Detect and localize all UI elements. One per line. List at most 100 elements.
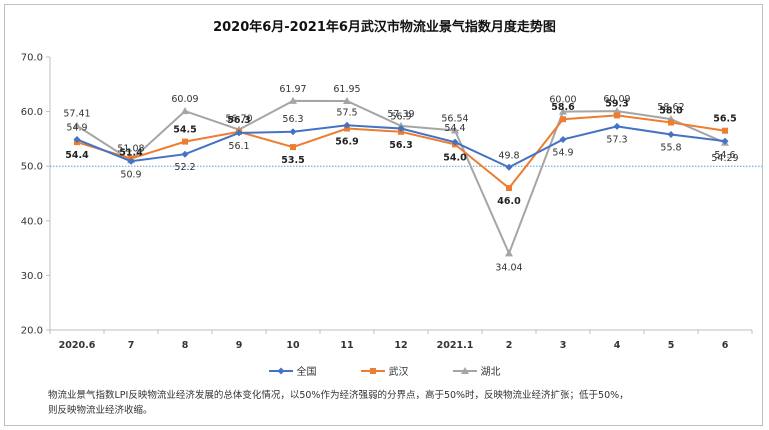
x-tick-label: 6 [722, 340, 729, 351]
data-label-武汉: 58.6 [551, 102, 575, 113]
legend-label: 全国 [296, 367, 317, 378]
data-label-武汉: 51.4 [119, 148, 143, 159]
data-label-湖北: 57.39 [387, 109, 414, 120]
data-label-武汉: 59.3 [605, 98, 628, 109]
y-tick-label: 40.0 [21, 216, 43, 227]
data-label-全国: 55.8 [660, 143, 681, 154]
x-tick-label: 3 [560, 340, 567, 351]
point-湖北 [451, 126, 459, 134]
data-label-武汉: 54.4 [65, 150, 89, 161]
footnote-line-1: 物流业景气指数LPI反映物流业经济发展的总体变化情况，以50%作为经济强弱的分界… [48, 390, 629, 401]
point-全国 [289, 128, 297, 136]
y-tick-label: 30.0 [21, 271, 43, 282]
data-label-武汉: 58.0 [659, 106, 683, 117]
point-湖北 [613, 107, 621, 115]
point-武汉 [668, 119, 674, 126]
chart-frame [4, 4, 763, 426]
data-label-湖北: 51.08 [117, 143, 144, 154]
data-label-武汉: 56.5 [713, 114, 736, 125]
point-全国 [235, 129, 243, 137]
data-label-武汉: 54.5 [173, 125, 196, 136]
point-湖北 [343, 96, 351, 104]
data-label-武汉: 46.0 [497, 196, 521, 207]
x-tick-label: 2020.6 [59, 340, 96, 351]
point-全国 [451, 138, 459, 146]
legend-label: 湖北 [480, 367, 501, 378]
data-label-湖北: 61.95 [333, 84, 360, 95]
data-label-全国: 54.9 [66, 122, 87, 133]
legend-swatch-武汉 [360, 367, 385, 374]
data-label-全国: 49.8 [498, 150, 519, 161]
point-湖北 [505, 249, 513, 257]
data-label-湖北: 57.41 [63, 109, 90, 120]
point-武汉 [182, 138, 188, 145]
x-tick-label: 11 [340, 340, 353, 351]
y-tick-label: 70.0 [21, 53, 43, 64]
point-全国 [559, 135, 567, 143]
y-tick-label: 60.0 [21, 107, 43, 118]
x-tick-label: 8 [182, 340, 189, 351]
point-湖北 [181, 107, 189, 115]
data-label-湖北: 60.09 [603, 94, 630, 105]
data-label-全国: 57.5 [336, 107, 357, 118]
point-武汉 [506, 185, 512, 192]
point-全国 [505, 163, 513, 171]
point-湖北 [73, 121, 81, 129]
data-label-武汉: 56.3 [227, 115, 250, 126]
x-tick-label: 10 [286, 340, 300, 351]
data-label-武汉: 56.3 [389, 140, 412, 151]
y-tick-label: 50.0 [21, 162, 43, 173]
data-label-全国: 56.3 [282, 114, 303, 125]
x-tick-label: 7 [128, 340, 135, 351]
data-label-全国: 50.9 [120, 169, 141, 180]
point-全国 [343, 121, 351, 129]
x-tick-label: 2 [506, 340, 513, 351]
data-label-全国: 56.9 [390, 112, 411, 123]
point-全国 [721, 137, 729, 145]
x-tick-label: 12 [394, 340, 407, 351]
footnote: 物流业景气指数LPI反映物流业经济发展的总体变化情况，以50%作为经济强弱的分界… [48, 388, 738, 418]
legend-item-湖北: 湖北 [452, 363, 501, 378]
legend-swatch-全国 [268, 367, 293, 374]
data-label-全国: 56.1 [228, 141, 249, 152]
legend-item-全国: 全国 [268, 363, 317, 378]
point-全国 [73, 135, 81, 143]
point-武汉 [560, 116, 566, 123]
data-label-湖北: 34.04 [495, 262, 522, 273]
point-武汉 [614, 112, 620, 119]
point-湖北 [289, 96, 297, 104]
x-tick-label: 9 [236, 340, 243, 351]
point-湖北 [559, 107, 567, 115]
footnote-line-2: 则反映物流业经济收缩。 [48, 405, 153, 416]
data-label-全国: 54.6 [714, 150, 735, 161]
data-label-湖北: 54.29 [711, 153, 738, 164]
x-tick-label: 2021.1 [437, 340, 474, 351]
data-label-全国: 54.4 [444, 123, 465, 134]
data-label-湖北: 58.62 [657, 102, 684, 113]
data-label-全国: 54.9 [552, 147, 573, 158]
chart-title: 2020年6月-2021年6月武汉市物流业景气指数月度走势图 [213, 20, 556, 35]
data-label-湖北: 60.00 [549, 95, 576, 106]
data-label-武汉: 53.5 [281, 155, 304, 166]
data-label-全国: 52.2 [174, 162, 195, 173]
point-全国 [181, 150, 189, 158]
y-tick-label: 20.0 [21, 326, 43, 337]
point-全国 [127, 157, 135, 165]
point-武汉 [722, 127, 728, 134]
point-武汉 [290, 144, 296, 151]
x-tick-label: 4 [614, 340, 621, 351]
data-label-全国: 57.3 [606, 134, 627, 145]
point-全国 [667, 131, 675, 139]
data-label-湖北: 56.70 [225, 114, 252, 125]
data-label-湖北: 61.97 [279, 84, 306, 95]
legend: 全国 武汉 湖北 [0, 363, 769, 378]
data-label-武汉: 56.9 [335, 137, 358, 148]
data-label-武汉: 54.0 [443, 152, 467, 163]
data-label-湖北: 60.09 [171, 94, 198, 105]
data-label-湖北: 56.54 [441, 113, 468, 124]
legend-item-武汉: 武汉 [360, 363, 409, 378]
x-tick-label: 5 [668, 340, 675, 351]
legend-swatch-湖北 [452, 366, 477, 374]
point-全国 [613, 122, 621, 130]
